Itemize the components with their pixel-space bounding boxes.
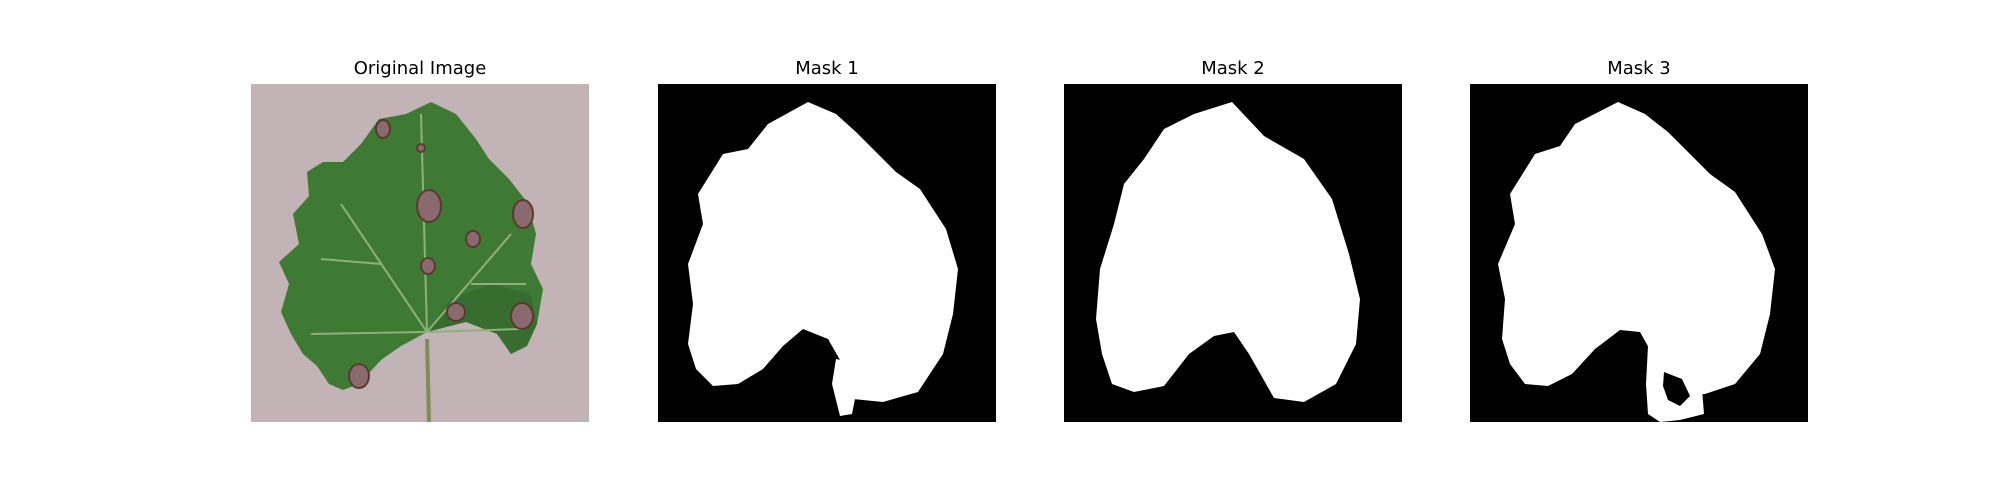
mask-2-image <box>1064 84 1402 422</box>
panel-title: Mask 3 <box>1607 58 1671 79</box>
original-leaf-image <box>251 84 589 422</box>
panel-title: Original Image <box>353 58 487 79</box>
leaf-shade <box>427 284 537 354</box>
mask-hole <box>1663 372 1690 406</box>
mask-3 <box>1470 84 1808 422</box>
mask-region <box>1096 102 1360 402</box>
panel-title: Mask 2 <box>1201 58 1265 79</box>
panel-mask-2: Mask 2 <box>1064 0 1402 500</box>
leaf-stem <box>425 338 431 422</box>
mask-1 <box>658 84 996 422</box>
mask-1-image <box>658 84 996 422</box>
leaf-veins <box>310 113 526 335</box>
mask-protrusion <box>832 359 858 416</box>
leaf-body <box>279 102 543 390</box>
panel-mask-1: Mask 1 <box>658 0 996 500</box>
leaf-lesions <box>348 119 534 389</box>
mask-region <box>1498 102 1775 396</box>
mask-region <box>688 102 958 402</box>
leaf-photo <box>251 84 589 422</box>
panel-title: Mask 1 <box>795 58 859 79</box>
panel-original-image: Original Image <box>251 0 589 500</box>
panel-mask-3: Mask 3 <box>1470 0 1808 500</box>
mask-3-image <box>1470 84 1808 422</box>
mask-2 <box>1064 84 1402 422</box>
